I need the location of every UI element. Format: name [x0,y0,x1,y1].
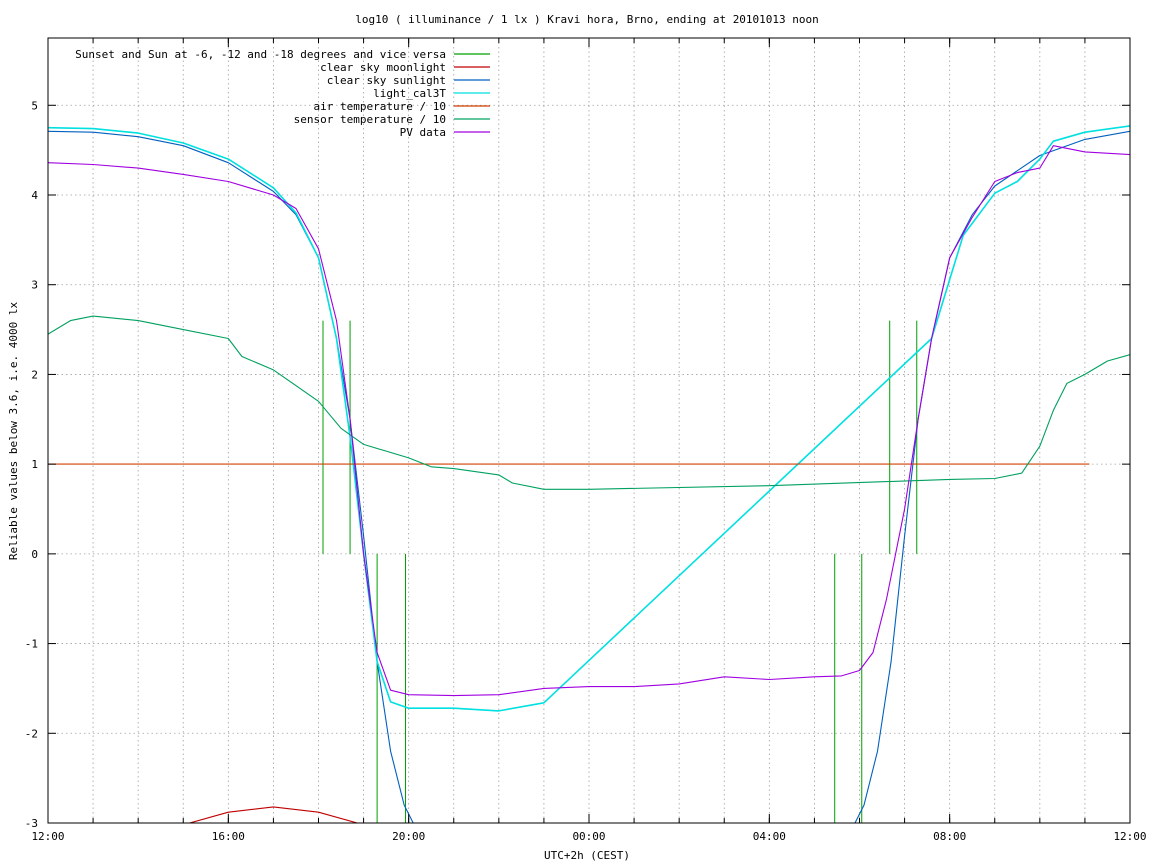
y-tick-label: -1 [25,638,38,651]
legend-label: PV data [400,126,446,139]
legend-label: clear sky sunlight [327,74,446,87]
sun-markers [322,320,918,823]
x-tick-label: 16:00 [212,830,245,843]
x-axis-label: UTC+2h (CEST) [544,849,630,862]
y-tick-label: -2 [25,727,38,740]
chart-title: log10 ( illuminance / 1 lx ) Kravi hora,… [355,13,819,26]
x-tick-label: 20:00 [392,830,425,843]
y-axis-label: Reliable values below 3.6, i.e. 4000 lx [7,301,20,560]
series-line [48,315,1130,490]
legend-label: light_cal3T [373,87,446,100]
y-tick-label: 3 [31,279,38,292]
legend: Sunset and Sun at -6, -12 and -18 degree… [75,48,490,139]
x-tick-label: 04:00 [753,830,786,843]
y-tick-label: 4 [31,189,38,202]
x-tick-label: 12:00 [31,830,64,843]
x-tick-label: 00:00 [572,830,605,843]
y-tick-label: 5 [31,99,38,112]
legend-label: air temperature / 10 [314,100,446,113]
axis-ticks: -3 -2 -1 0 1 2 3 4 5 12:00 16:00 20:00 00:00 04:00 08:… [25,38,1147,843]
grid-lines [48,38,1130,823]
y-tick-label: 2 [31,368,38,381]
x-tick-label: 12:00 [1113,830,1146,843]
y-tick-label: -3 [25,817,38,830]
legend-label: sensor temperature / 10 [294,113,446,126]
x-tick-label: 08:00 [933,830,966,843]
y-tick-label: 1 [31,458,38,471]
series-line [48,145,1130,697]
legend-label: Sunset and Sun at -6, -12 and -18 degree… [75,48,446,61]
series-line [48,125,1130,712]
y-tick-label: 0 [31,548,38,561]
legend-label: clear sky moonlight [320,61,446,74]
series-line [187,806,360,823]
